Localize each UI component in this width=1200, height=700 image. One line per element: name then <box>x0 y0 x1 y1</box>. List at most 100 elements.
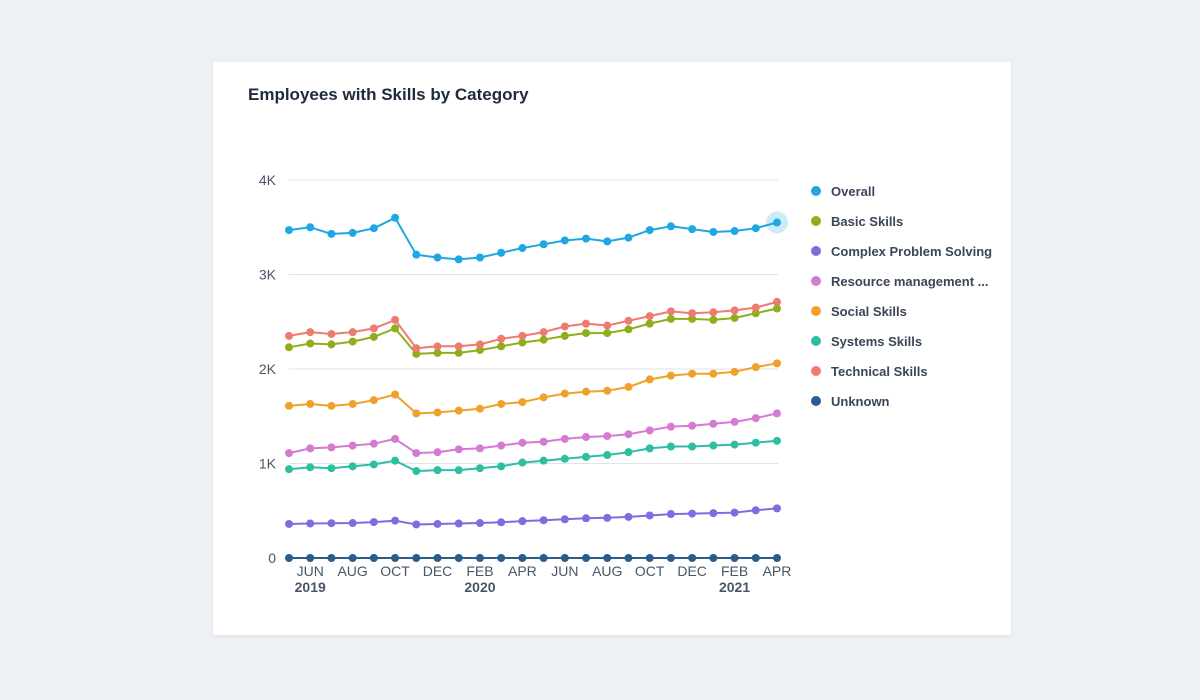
data-point[interactable] <box>433 519 442 528</box>
data-point[interactable] <box>730 227 739 236</box>
legend-item[interactable]: Overall <box>811 176 992 206</box>
data-point[interactable] <box>433 253 442 262</box>
data-point[interactable] <box>582 319 591 328</box>
data-point[interactable] <box>709 227 718 236</box>
data-point[interactable] <box>582 234 591 243</box>
data-point[interactable] <box>666 442 675 451</box>
data-point[interactable] <box>497 462 506 471</box>
data-point[interactable] <box>773 554 781 562</box>
data-point[interactable] <box>391 456 400 465</box>
data-point[interactable] <box>518 458 527 467</box>
data-point[interactable] <box>433 466 442 475</box>
data-point[interactable] <box>688 509 697 518</box>
data-point[interactable] <box>666 510 675 519</box>
data-point[interactable] <box>306 328 315 337</box>
data-point[interactable] <box>454 445 463 454</box>
data-point[interactable] <box>475 464 484 473</box>
data-point[interactable] <box>603 513 612 522</box>
data-point[interactable] <box>666 422 675 431</box>
data-point[interactable] <box>539 554 548 562</box>
data-point[interactable] <box>454 554 463 562</box>
data-point[interactable] <box>539 335 548 344</box>
data-point[interactable] <box>582 514 591 523</box>
data-point[interactable] <box>306 519 315 528</box>
data-point[interactable] <box>412 520 421 529</box>
data-point[interactable] <box>327 519 336 528</box>
data-point[interactable] <box>560 554 569 562</box>
data-point[interactable] <box>412 409 421 418</box>
data-point[interactable] <box>688 442 697 451</box>
data-point[interactable] <box>688 309 697 318</box>
data-point[interactable] <box>306 444 315 453</box>
data-point[interactable] <box>475 340 484 349</box>
data-point[interactable] <box>751 303 760 312</box>
data-point[interactable] <box>751 309 760 318</box>
data-point[interactable] <box>730 554 739 562</box>
data-point[interactable] <box>560 331 569 340</box>
data-point[interactable] <box>306 463 315 472</box>
data-point[interactable] <box>285 331 293 340</box>
data-point[interactable] <box>518 554 527 562</box>
data-point[interactable] <box>645 554 654 562</box>
data-point[interactable] <box>603 386 612 395</box>
data-point[interactable] <box>751 438 760 447</box>
data-point[interactable] <box>560 236 569 245</box>
data-point[interactable] <box>348 337 357 346</box>
data-point[interactable] <box>624 512 633 521</box>
data-point[interactable] <box>624 325 633 334</box>
data-point[interactable] <box>645 426 654 435</box>
data-point[interactable] <box>518 438 527 447</box>
legend-item[interactable]: Social Skills <box>811 296 992 326</box>
data-point[interactable] <box>306 339 315 348</box>
data-point[interactable] <box>645 319 654 328</box>
data-point[interactable] <box>539 328 548 337</box>
data-point[interactable] <box>666 222 675 231</box>
data-point[interactable] <box>475 346 484 355</box>
data-point[interactable] <box>624 382 633 391</box>
data-point[interactable] <box>730 440 739 449</box>
data-point[interactable] <box>624 316 633 325</box>
data-point[interactable] <box>751 224 760 233</box>
data-point[interactable] <box>369 518 378 527</box>
data-point[interactable] <box>497 342 506 351</box>
data-point[interactable] <box>327 401 336 410</box>
data-point[interactable] <box>391 554 400 562</box>
data-point[interactable] <box>518 338 527 347</box>
data-point[interactable] <box>391 434 400 443</box>
data-point[interactable] <box>518 398 527 407</box>
data-point[interactable] <box>285 226 293 235</box>
data-point[interactable] <box>603 450 612 459</box>
data-point[interactable] <box>475 444 484 453</box>
data-point[interactable] <box>412 554 421 562</box>
data-point[interactable] <box>582 387 591 396</box>
data-point[interactable] <box>709 554 718 562</box>
data-point[interactable] <box>475 404 484 413</box>
data-point[interactable] <box>560 322 569 331</box>
data-point[interactable] <box>475 519 484 528</box>
data-point[interactable] <box>497 518 506 527</box>
data-point[interactable] <box>603 321 612 330</box>
data-point[interactable] <box>369 224 378 233</box>
data-point[interactable] <box>327 464 336 473</box>
data-point[interactable] <box>412 250 421 259</box>
data-point[interactable] <box>645 444 654 453</box>
data-point[interactable] <box>730 313 739 322</box>
data-point[interactable] <box>773 409 781 418</box>
data-point[interactable] <box>560 434 569 443</box>
data-point[interactable] <box>582 329 591 338</box>
data-point[interactable] <box>454 406 463 415</box>
data-point[interactable] <box>709 308 718 317</box>
data-point[interactable] <box>518 517 527 526</box>
data-point[interactable] <box>518 331 527 340</box>
data-point[interactable] <box>391 213 400 222</box>
data-point[interactable] <box>454 348 463 357</box>
data-point[interactable] <box>475 253 484 262</box>
data-point[interactable] <box>751 554 760 562</box>
data-point[interactable] <box>348 228 357 237</box>
data-point[interactable] <box>688 369 697 378</box>
data-point[interactable] <box>327 443 336 452</box>
data-point[interactable] <box>285 401 293 410</box>
data-point[interactable] <box>412 467 421 476</box>
data-point[interactable] <box>624 233 633 242</box>
data-point[interactable] <box>391 324 400 333</box>
